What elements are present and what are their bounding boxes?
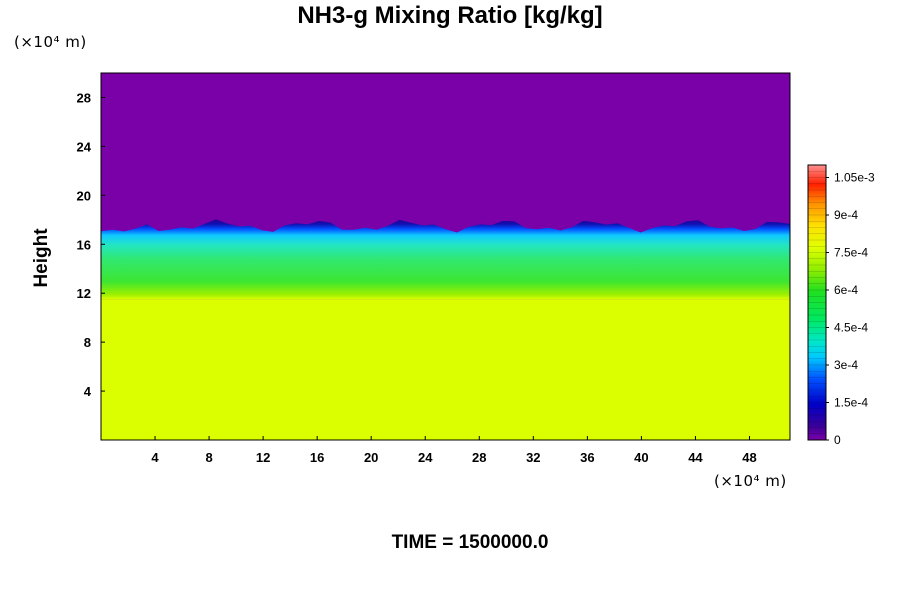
- transition-layer-region: [101, 219, 790, 300]
- x-tick-label: 8: [205, 450, 212, 465]
- colorbar-tick-label: 0: [834, 433, 841, 447]
- y-axis-unit: (×10⁴ m): [14, 33, 87, 51]
- lower-layer-region: [101, 299, 790, 440]
- y-tick-label: 16: [77, 237, 91, 252]
- colorbar-tick-label: 4.5e-4: [834, 321, 868, 335]
- x-tick-label: 28: [472, 450, 486, 465]
- x-tick-label: 44: [688, 450, 703, 465]
- x-tick-label: 40: [634, 450, 648, 465]
- y-tick-label: 20: [77, 188, 91, 203]
- colorbar-tick-label: 9e-4: [834, 208, 858, 222]
- x-tick-label: 48: [742, 450, 756, 465]
- y-tick-label: 28: [77, 90, 91, 105]
- colorbar-tick-label: 3e-4: [834, 358, 858, 372]
- colorbar: [807, 164, 827, 441]
- y-tick-label: 4: [84, 384, 92, 399]
- x-tick-label: 12: [256, 450, 270, 465]
- plot-frame: [100, 72, 791, 441]
- x-tick-label: 32: [526, 450, 540, 465]
- y-tick-label: 24: [77, 139, 92, 154]
- x-tick-label: 24: [418, 450, 433, 465]
- x-axis-unit: (×10⁴ m): [714, 472, 787, 490]
- x-tick-label: 4: [151, 450, 159, 465]
- x-tick-label: 36: [580, 450, 594, 465]
- chart-title: NH3-g Mixing Ratio [kg/kg]: [297, 2, 603, 29]
- colorbar-tick-label: 6e-4: [834, 283, 858, 297]
- colorbar-tick-label: 1.05e-3: [834, 171, 875, 185]
- time-label: TIME = 1500000.0: [391, 532, 549, 553]
- x-tick-label: 20: [364, 450, 378, 465]
- y-tick-label: 12: [77, 286, 91, 301]
- colorbar-tick-label: 1.5e-4: [834, 396, 868, 410]
- x-tick-label: 16: [310, 450, 324, 465]
- y-tick-label: 8: [84, 335, 91, 350]
- colorbar-tick-label: 7.5e-4: [834, 246, 868, 260]
